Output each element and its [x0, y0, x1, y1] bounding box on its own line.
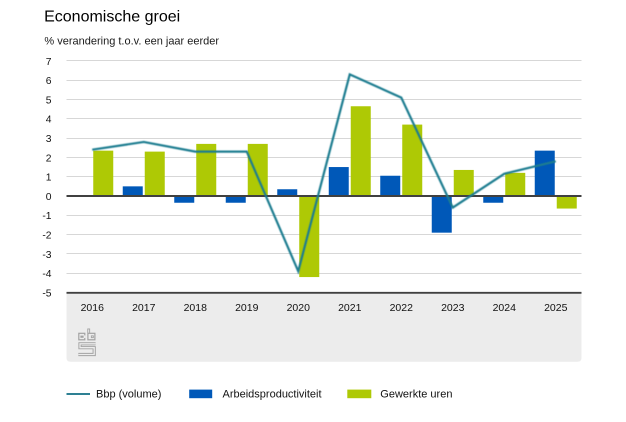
svg-text:2025: 2025: [544, 302, 568, 314]
svg-text:2022: 2022: [390, 302, 414, 314]
svg-text:Arbeidsproductiviteit: Arbeidsproductiviteit: [223, 389, 322, 401]
svg-text:Bbp (volume): Bbp (volume): [96, 389, 161, 401]
svg-text:-1: -1: [42, 211, 51, 222]
svg-text:2: 2: [46, 153, 52, 164]
svg-text:-3: -3: [42, 250, 51, 261]
svg-text:1: 1: [46, 173, 52, 184]
svg-text:2017: 2017: [132, 302, 156, 314]
svg-text:0: 0: [46, 192, 52, 203]
svg-text:2019: 2019: [235, 302, 259, 314]
svg-text:2020: 2020: [287, 302, 311, 314]
svg-text:5: 5: [46, 95, 52, 106]
svg-text:3: 3: [46, 134, 52, 145]
svg-text:-2: -2: [42, 231, 51, 242]
svg-text:4: 4: [46, 115, 52, 126]
svg-text:2024: 2024: [493, 302, 517, 314]
svg-text:Gewerkte uren: Gewerkte uren: [380, 389, 452, 401]
svg-text:-4: -4: [42, 269, 51, 280]
svg-text:2023: 2023: [441, 302, 465, 314]
svg-text:Economische groei: Economische groei: [44, 8, 180, 25]
svg-text:-5: -5: [42, 288, 51, 299]
svg-text:6: 6: [46, 76, 52, 87]
svg-text:2018: 2018: [184, 302, 208, 314]
svg-text:2021: 2021: [338, 302, 362, 314]
svg-text:2016: 2016: [81, 302, 105, 314]
svg-text:% verandering t.o.v. een jaar: % verandering t.o.v. een jaar eerder: [44, 35, 219, 47]
svg-text:7: 7: [46, 57, 52, 68]
